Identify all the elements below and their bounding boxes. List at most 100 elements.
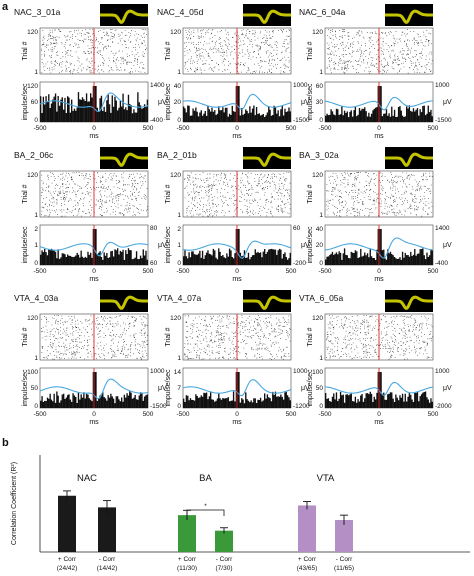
x-tick-label: -500 bbox=[33, 411, 46, 418]
x-tick-label: -500 bbox=[33, 125, 46, 132]
uv-tick-max: 1000 bbox=[435, 82, 450, 89]
psth-ytick-max: 2 bbox=[34, 226, 38, 233]
unit-panel-2: NAC_4_05d 120 1 Trial # 40 20 0 impulse/sec 1000… bbox=[157, 4, 310, 140]
category-label: - Corr bbox=[216, 556, 233, 563]
uv-tick-max: 1400 bbox=[435, 225, 450, 232]
psth-ytick-zero: 0 bbox=[177, 117, 181, 124]
x-axis-label: ms bbox=[232, 276, 242, 283]
uv-axis-label: μV bbox=[443, 99, 452, 106]
waveform-inset bbox=[100, 290, 148, 312]
x-tick-label: 500 bbox=[286, 125, 297, 132]
uv-tick-min: -1200 bbox=[293, 403, 310, 410]
x-tick-label: 500 bbox=[143, 125, 154, 132]
psth-ylabel: impulse/sec bbox=[165, 369, 172, 406]
unit-name-label: NAC_6_04a bbox=[299, 7, 346, 17]
psth-ytick-zero: 0 bbox=[319, 260, 323, 267]
psth-ytick-max: 40 bbox=[174, 83, 182, 90]
unit-name-label: BA_2_06c bbox=[14, 150, 54, 160]
significance-marker: * bbox=[204, 503, 207, 510]
uv-axis-label: μV bbox=[443, 242, 452, 249]
unit-name-label: NAC_3_01a bbox=[14, 7, 61, 17]
x-tick-label: 500 bbox=[428, 268, 439, 275]
psth-ytick-mid: 1 bbox=[34, 242, 38, 249]
psth-ytick-max: 100 bbox=[27, 369, 38, 376]
raster-ytick-top: 120 bbox=[312, 172, 323, 179]
waveform-trace bbox=[243, 9, 291, 24]
raster-ytick-bottom: 1 bbox=[177, 212, 181, 219]
uv-axis-label: μV bbox=[301, 242, 310, 249]
uv-tick-min: -400 bbox=[435, 260, 448, 267]
raster-spike-ticks bbox=[326, 315, 433, 360]
raster-ylabel: Trial # bbox=[165, 41, 172, 60]
x-axis-label: ms bbox=[232, 419, 242, 426]
psth-ytick-zero: 0 bbox=[319, 117, 323, 124]
raster-ytick-top: 120 bbox=[27, 315, 38, 322]
uv-tick-min: -200 bbox=[293, 260, 306, 267]
raster-ylabel: Trial # bbox=[307, 184, 314, 203]
category-count-label: (24/42) bbox=[57, 565, 78, 572]
waveform-trace bbox=[385, 9, 433, 24]
raster-ytick-bottom: 1 bbox=[34, 355, 38, 362]
x-axis-label: ms bbox=[232, 133, 242, 140]
raster-ylabel: Trial # bbox=[22, 327, 29, 346]
x-tick-label: 0 bbox=[377, 411, 381, 418]
x-tick-label: 0 bbox=[92, 125, 96, 132]
psth-ytick-mid: 7 bbox=[177, 385, 181, 392]
x-tick-label: 0 bbox=[377, 125, 381, 132]
psth-ylabel: impulse/sec bbox=[165, 226, 172, 263]
psth-ytick-zero: 0 bbox=[319, 403, 323, 410]
x-tick-label: 0 bbox=[92, 268, 96, 275]
uv-tick-max: 1000 bbox=[435, 368, 450, 375]
group-label: VTA bbox=[317, 473, 335, 484]
uv-tick-max: 1000 bbox=[293, 82, 308, 89]
unit-panel-1: NAC_3_01a 120 1 Trial # 120 60 0 impulse/sec 140… bbox=[14, 4, 167, 140]
category-count-label: (43/65) bbox=[297, 565, 318, 572]
raster-ytick-top: 120 bbox=[170, 315, 181, 322]
x-tick-label: -500 bbox=[176, 268, 189, 275]
x-tick-label: 500 bbox=[428, 411, 439, 418]
raster-ytick-top: 120 bbox=[312, 29, 323, 36]
psth-ytick-zero: 0 bbox=[34, 117, 38, 124]
uv-tick-min: -2000 bbox=[435, 403, 452, 410]
x-axis-label: ms bbox=[89, 419, 99, 426]
unit-name-label: NAC_4_05d bbox=[157, 7, 204, 17]
x-tick-label: -500 bbox=[176, 125, 189, 132]
uv-axis-label: μV bbox=[158, 99, 167, 106]
bar-1 bbox=[58, 495, 76, 552]
psth-ylabel: impulse/sec bbox=[165, 83, 172, 120]
waveform-inset bbox=[385, 290, 433, 312]
raster-ytick-top: 120 bbox=[27, 172, 38, 179]
bar-2 bbox=[98, 507, 116, 552]
panel-b-bar-chart: Correlation Coefficient (R²) + Corr (24/42… bbox=[11, 455, 470, 572]
unit-panel-8: VTA_4_07a 120 1 Trial # 14 7 0 impulse/sec 1000 -… bbox=[157, 290, 310, 426]
unit-name-label: VTA_4_03a bbox=[14, 293, 59, 303]
psth-ytick-mid: 20 bbox=[174, 99, 182, 106]
x-axis-label: ms bbox=[89, 133, 99, 140]
category-count-label: (11/65) bbox=[334, 565, 354, 572]
waveform-trace bbox=[243, 152, 291, 167]
unit-name-label: VTA_6_05a bbox=[299, 293, 344, 303]
unit-panel-5: BA_2_01b 120 1 Trial # 2 1 0 impulse/sec 60 -200 μ… bbox=[157, 147, 310, 283]
psth-ytick-zero: 0 bbox=[34, 260, 38, 267]
unit-name-label: BA_3_02a bbox=[299, 150, 339, 160]
raster-ytick-bottom: 1 bbox=[177, 355, 181, 362]
waveform-trace bbox=[385, 295, 433, 310]
waveform-trace bbox=[385, 152, 433, 167]
raster-ytick-bottom: 1 bbox=[34, 212, 38, 219]
waveform-inset bbox=[100, 4, 148, 26]
x-tick-label: 0 bbox=[92, 411, 96, 418]
raster-ytick-bottom: 1 bbox=[319, 212, 323, 219]
waveform-trace bbox=[100, 152, 148, 167]
psth-ytick-max: 120 bbox=[27, 83, 38, 90]
raster-ytick-bottom: 1 bbox=[34, 69, 38, 76]
psth-ytick-mid: 60 bbox=[31, 99, 39, 106]
x-axis-label: ms bbox=[89, 276, 99, 283]
uv-axis-label: μV bbox=[301, 385, 310, 392]
psth-histogram-bars bbox=[325, 229, 433, 265]
psth-histogram-bars bbox=[325, 86, 433, 122]
uv-axis-label: μV bbox=[301, 99, 310, 106]
raster-spike-ticks bbox=[41, 172, 148, 217]
